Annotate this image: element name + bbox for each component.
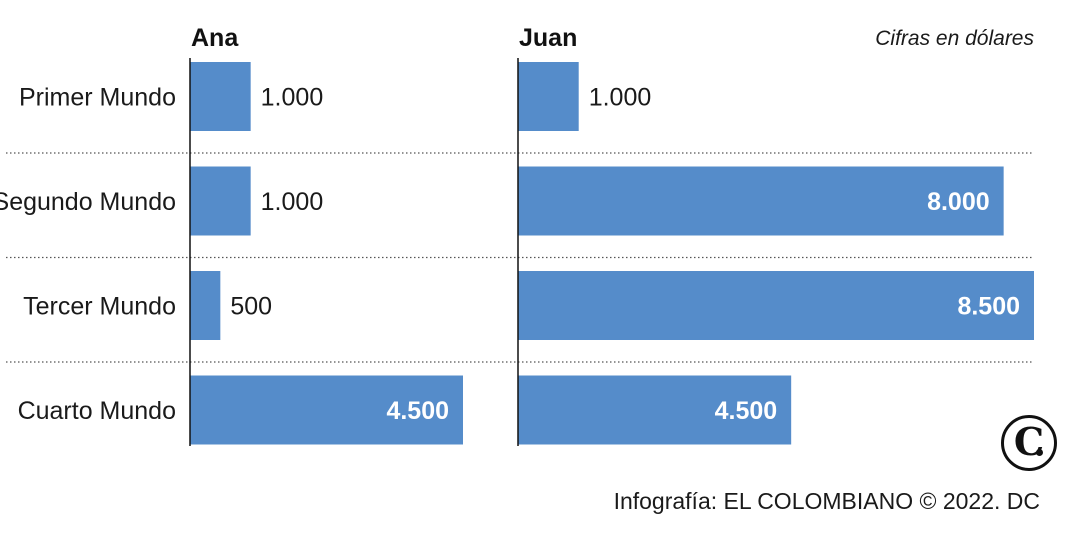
bar-juan-primer-mundo (518, 62, 579, 131)
bar-ana-cuarto-mundo (190, 375, 463, 445)
value-label-ana-primer-mundo: 1.000 (261, 84, 324, 112)
bar-juan-cuarto-mundo (518, 375, 792, 445)
value-label-ana-tercer-mundo: 500 (230, 293, 272, 321)
bar-ana-segundo-mundo (190, 166, 251, 236)
panel-title-juan: Juan (519, 24, 577, 52)
bar-juan-segundo-mundo (518, 166, 1004, 236)
category-label-segundo-mundo: Segundo Mundo (0, 188, 176, 216)
bar-ana-primer-mundo (190, 62, 251, 131)
bar-ana-tercer-mundo (190, 271, 221, 340)
category-label-cuarto-mundo: Cuarto Mundo (18, 397, 176, 425)
value-label-juan-tercer-mundo: 8.500 (957, 293, 1020, 321)
value-label-ana-segundo-mundo: 1.000 (261, 188, 324, 216)
category-label-primer-mundo: Primer Mundo (19, 84, 176, 112)
value-label-juan-primer-mundo: 1.000 (589, 84, 652, 112)
value-label-juan-segundo-mundo: 8.000 (927, 188, 990, 216)
category-label-tercer-mundo: Tercer Mundo (23, 293, 176, 321)
credit-text: Infografía: EL COLOMBIANO © 2022. DC (613, 488, 1040, 514)
unit-note: Cifras en dólares (875, 27, 1034, 50)
panel-title-ana: Ana (191, 24, 239, 52)
bar-juan-tercer-mundo (518, 271, 1034, 340)
value-label-juan-cuarto-mundo: 4.500 (715, 397, 778, 425)
el-colombiano-logo-icon: C (1001, 415, 1057, 471)
value-label-ana-cuarto-mundo: 4.500 (386, 397, 449, 425)
